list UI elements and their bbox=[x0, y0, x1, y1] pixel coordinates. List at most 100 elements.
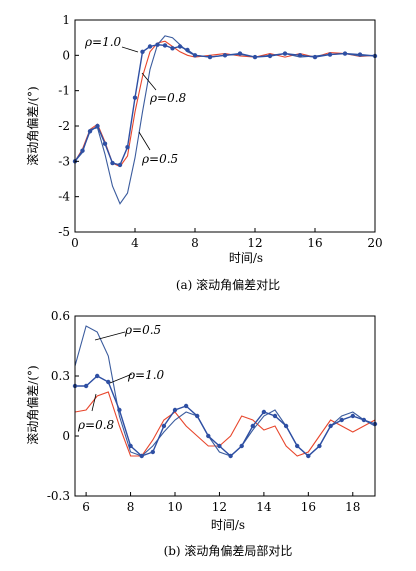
chart-b-series-rho-1-0-point bbox=[328, 423, 333, 429]
chart-b-xtick-label: 12 bbox=[212, 500, 227, 514]
chart-b-series-rho-1-0-point bbox=[261, 409, 267, 415]
chart-b-series-rho-1-0-point bbox=[272, 413, 278, 419]
chart-b-ytick-label: -0.3 bbox=[47, 489, 70, 503]
chart-b-xtick-label: 14 bbox=[256, 500, 272, 514]
chart-a-series-rho-1-0-point bbox=[327, 52, 333, 57]
chart-b-series-rho-1-0-point bbox=[217, 443, 222, 449]
chart-b-series-rho-0-8-line bbox=[74, 391, 376, 457]
chart-a-series-rho-1-0-point bbox=[117, 162, 123, 168]
chart-b-series-rho-1-0-point bbox=[239, 443, 244, 449]
chart-a-series-rho-1-0-point bbox=[80, 148, 85, 153]
chart-a-xlabel: 时间/s bbox=[229, 251, 263, 265]
chart-a-series-rho-1-0-point bbox=[267, 53, 273, 59]
chart-b-caption: (b) 滚动角偏差局部对比 bbox=[164, 543, 293, 558]
chart-a-series-rho-1-0-point bbox=[140, 49, 145, 54]
chart-a-xtick-label: 20 bbox=[367, 236, 382, 250]
chart-b-ticks: 6 8 10 12 14 16 18 0.6 0.3 0 -0.3 bbox=[47, 309, 361, 514]
chart-a-ticks: 0 4 8 12 16 20 1 0 -1 -2 -3 -4 -5 bbox=[58, 13, 382, 250]
chart-b-series-rho-1-0-point bbox=[228, 453, 233, 459]
chart-b-xtick-label: 6 bbox=[82, 500, 90, 514]
chart-b-series-rho-1-0-point bbox=[361, 417, 367, 423]
chart-b-series-rho-1-0-point bbox=[250, 423, 255, 429]
chart-a-xtick-label: 8 bbox=[191, 236, 199, 250]
chart-b-series-rho-1-0-point bbox=[295, 443, 300, 449]
chart-b-series bbox=[72, 325, 378, 459]
chart-a-series-rho-1-0-point bbox=[192, 53, 198, 58]
chart-b-annotation-leader-rho-0-5 bbox=[94, 331, 126, 341]
chart-b-series-rho-1-0-point bbox=[161, 423, 167, 429]
chart-a-series-rho-0-8-line bbox=[74, 40, 376, 168]
chart-b-annotation-rho-0-8: ρ=0.8 bbox=[77, 418, 115, 432]
chart-b-ylabel: 滚动角偏差/(°) bbox=[25, 365, 40, 444]
chart-a-caption: (a) 滚动角偏差对比 bbox=[176, 277, 280, 292]
chart-a-series-rho-1-0-point bbox=[87, 129, 93, 134]
chart-a-series-rho-1-0-point bbox=[132, 95, 138, 100]
chart-a-annotation-leader-rho-0-5 bbox=[138, 131, 151, 151]
chart-b-series-rho-0-5-line bbox=[74, 325, 376, 457]
chart-a-ytick-label: 0 bbox=[62, 48, 70, 62]
chart-a-series-rho-1-0-point bbox=[125, 145, 130, 150]
chart-a-series-rho-1-0-point bbox=[95, 123, 100, 129]
chart-a-ytick-label: -4 bbox=[58, 190, 70, 204]
chart-a-series-rho-0-5-line bbox=[74, 35, 376, 205]
chart-b-ytick-label: 0.3 bbox=[51, 369, 70, 383]
chart-a-series-rho-1-0-point bbox=[147, 44, 153, 49]
chart-a-series-rho-1-0-point bbox=[312, 54, 318, 60]
chart-a: 0 4 8 12 16 20 1 0 -1 -2 -3 -4 -5 时间/s 滚动角偏差/(°) (a)… bbox=[25, 13, 383, 292]
chart-a-xtick-label: 12 bbox=[247, 236, 262, 250]
chart-b-plot-frame bbox=[74, 315, 376, 497]
chart-a-ytick-label: -2 bbox=[58, 119, 70, 133]
chart-a-ytick-label: -5 bbox=[58, 225, 70, 239]
chart-a-series-rho-1-0-point bbox=[357, 52, 363, 57]
chart-a-annotation-leader-rho-1-0 bbox=[121, 46, 139, 53]
chart-b-series-rho-1-0-point bbox=[206, 433, 211, 439]
chart-b-xlabel: 时间/s bbox=[211, 518, 245, 532]
chart-a-series bbox=[72, 35, 378, 205]
chart-b-series-rho-1-0-point bbox=[117, 407, 122, 413]
chart-b-xtick-label: 8 bbox=[127, 500, 135, 514]
chart-b-series-rho-1-0-point bbox=[183, 403, 189, 409]
chart-b-series-rho-1-0-line bbox=[75, 375, 376, 457]
chart-a-series-rho-1-0-point bbox=[162, 43, 168, 48]
chart-a-ylabel: 滚动角偏差/(°) bbox=[25, 86, 40, 165]
chart-b-series-rho-1-0-point bbox=[139, 453, 144, 459]
chart-a-series-rho-1-0-point bbox=[297, 53, 303, 58]
chart-b-xtick-label: 18 bbox=[345, 500, 360, 514]
chart-b-series-rho-1-0-point bbox=[317, 443, 322, 449]
chart-b: 6 8 10 12 14 16 18 0.6 0.3 0 -0.3 时间/s 滚动角偏差/(°) (… bbox=[25, 309, 378, 558]
chart-b-xtick-label: 10 bbox=[167, 500, 182, 514]
chart-b-ytick-label: 0 bbox=[62, 429, 70, 443]
chart-b-series-rho-1-0-point bbox=[350, 413, 355, 419]
chart-a-series-rho-1-0-point bbox=[252, 54, 258, 60]
chart-b-series-rho-1-0-point bbox=[83, 383, 89, 389]
chart-b-series-rho-1-0-point bbox=[150, 449, 155, 455]
chart-a-series-rho-1-0-line bbox=[74, 43, 376, 166]
chart-b-xtick-label: 16 bbox=[301, 500, 316, 514]
chart-a-annotation-rho-0-5: ρ=0.5 bbox=[141, 152, 178, 166]
chart-b-series-rho-1-0-point bbox=[172, 407, 178, 413]
chart-a-ytick-label: -3 bbox=[58, 154, 70, 168]
chart-a-annotation-leader-rho-0-8 bbox=[141, 72, 157, 91]
chart-a-series-rho-1-0-point bbox=[185, 47, 190, 53]
chart-a-plot-frame bbox=[74, 19, 376, 233]
chart-a-xtick-label: 4 bbox=[131, 236, 139, 250]
chart-a-annotation-rho-0-8: ρ=0.8 bbox=[149, 91, 187, 105]
chart-b-annotation-rho-0-5: ρ=0.5 bbox=[124, 323, 161, 337]
chart-b-annotation-leader-rho-1-0 bbox=[109, 373, 133, 384]
chart-a-series-rho-1-0-point bbox=[222, 53, 228, 58]
chart-a-xtick-label: 16 bbox=[307, 236, 322, 250]
chart-b-series-rho-1-0-point bbox=[128, 443, 133, 449]
chart-b-series-rho-1-0-point bbox=[283, 423, 289, 429]
chart-b-ytick-label: 0.6 bbox=[51, 309, 70, 323]
chart-b-series-rho-1-0-point bbox=[106, 379, 111, 385]
chart-b-annotation-leader-rho-0-8 bbox=[91, 393, 97, 412]
chart-b-series-rho-1-0-point bbox=[306, 453, 311, 459]
chart-b-annotation-rho-1-0: ρ=1.0 bbox=[127, 368, 165, 382]
chart-a-series-rho-1-0-point bbox=[110, 160, 115, 166]
chart-a-series-rho-1-0-point bbox=[282, 51, 288, 56]
chart-a-series-rho-1-0-point bbox=[237, 51, 243, 56]
chart-a-series-rho-1-0-point bbox=[155, 42, 160, 47]
chart-b-series-rho-1-0-point bbox=[95, 373, 100, 379]
